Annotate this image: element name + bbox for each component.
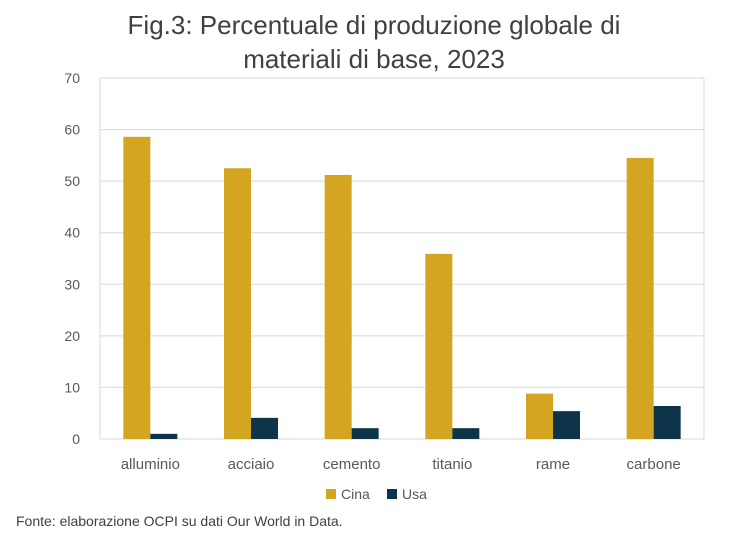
bars (123, 136, 681, 439)
y-tick-label: 10 (64, 379, 80, 395)
x-category-label: alluminio (121, 456, 180, 473)
bar-cina-acciaio (224, 168, 251, 439)
y-axis-ticks: 0 10 20 30 40 50 60 70 (64, 70, 80, 447)
legend-label-usa: Usa (402, 486, 427, 502)
bar-cina-carbone (626, 157, 654, 439)
x-category-label: titanio (432, 456, 472, 473)
bar-cina-titanio (425, 253, 453, 439)
x-axis-categories: alluminio acciaio cemento titanio rame carbon… (121, 456, 681, 473)
bar-cina-alluminio (123, 136, 151, 439)
y-tick-label: 40 (64, 225, 80, 241)
source-note: Fonte: elaborazione OCPI su dati Our Wor… (16, 513, 343, 529)
chart-title-line-1: Fig.3: Percentuale di produzione globale… (127, 10, 621, 40)
y-tick-label: 60 (64, 122, 80, 138)
legend-swatch-cina (326, 489, 336, 499)
chart-title: Fig.3: Percentuale di produzione globale… (0, 8, 748, 76)
bar-usa-titanio (452, 428, 480, 439)
y-tick-label: 50 (64, 173, 80, 189)
x-category-label: acciaio (228, 456, 275, 473)
x-category-label: cemento (323, 456, 381, 473)
bar-usa-acciaio (251, 417, 278, 439)
x-category-label: rame (536, 456, 570, 473)
bar-usa-cemento (351, 428, 379, 439)
bar-usa-alluminio (150, 433, 178, 439)
bar-cina-rame (526, 393, 553, 439)
y-tick-label: 20 (64, 328, 80, 344)
y-tick-label: 70 (64, 70, 80, 86)
chart-title-line-2: materiali di base, 2023 (243, 44, 505, 74)
legend-swatch-usa (387, 489, 397, 499)
bar-cina-cemento (324, 174, 352, 439)
bar-usa-rame (553, 411, 580, 439)
legend: Cina Usa (326, 486, 427, 502)
x-category-label: carbone (627, 456, 681, 473)
bar-usa-carbone (653, 405, 681, 439)
y-tick-label: 30 (64, 276, 80, 292)
legend-label-cina: Cina (341, 486, 370, 502)
y-tick-label: 0 (72, 431, 80, 447)
gridlines (99, 77, 705, 440)
